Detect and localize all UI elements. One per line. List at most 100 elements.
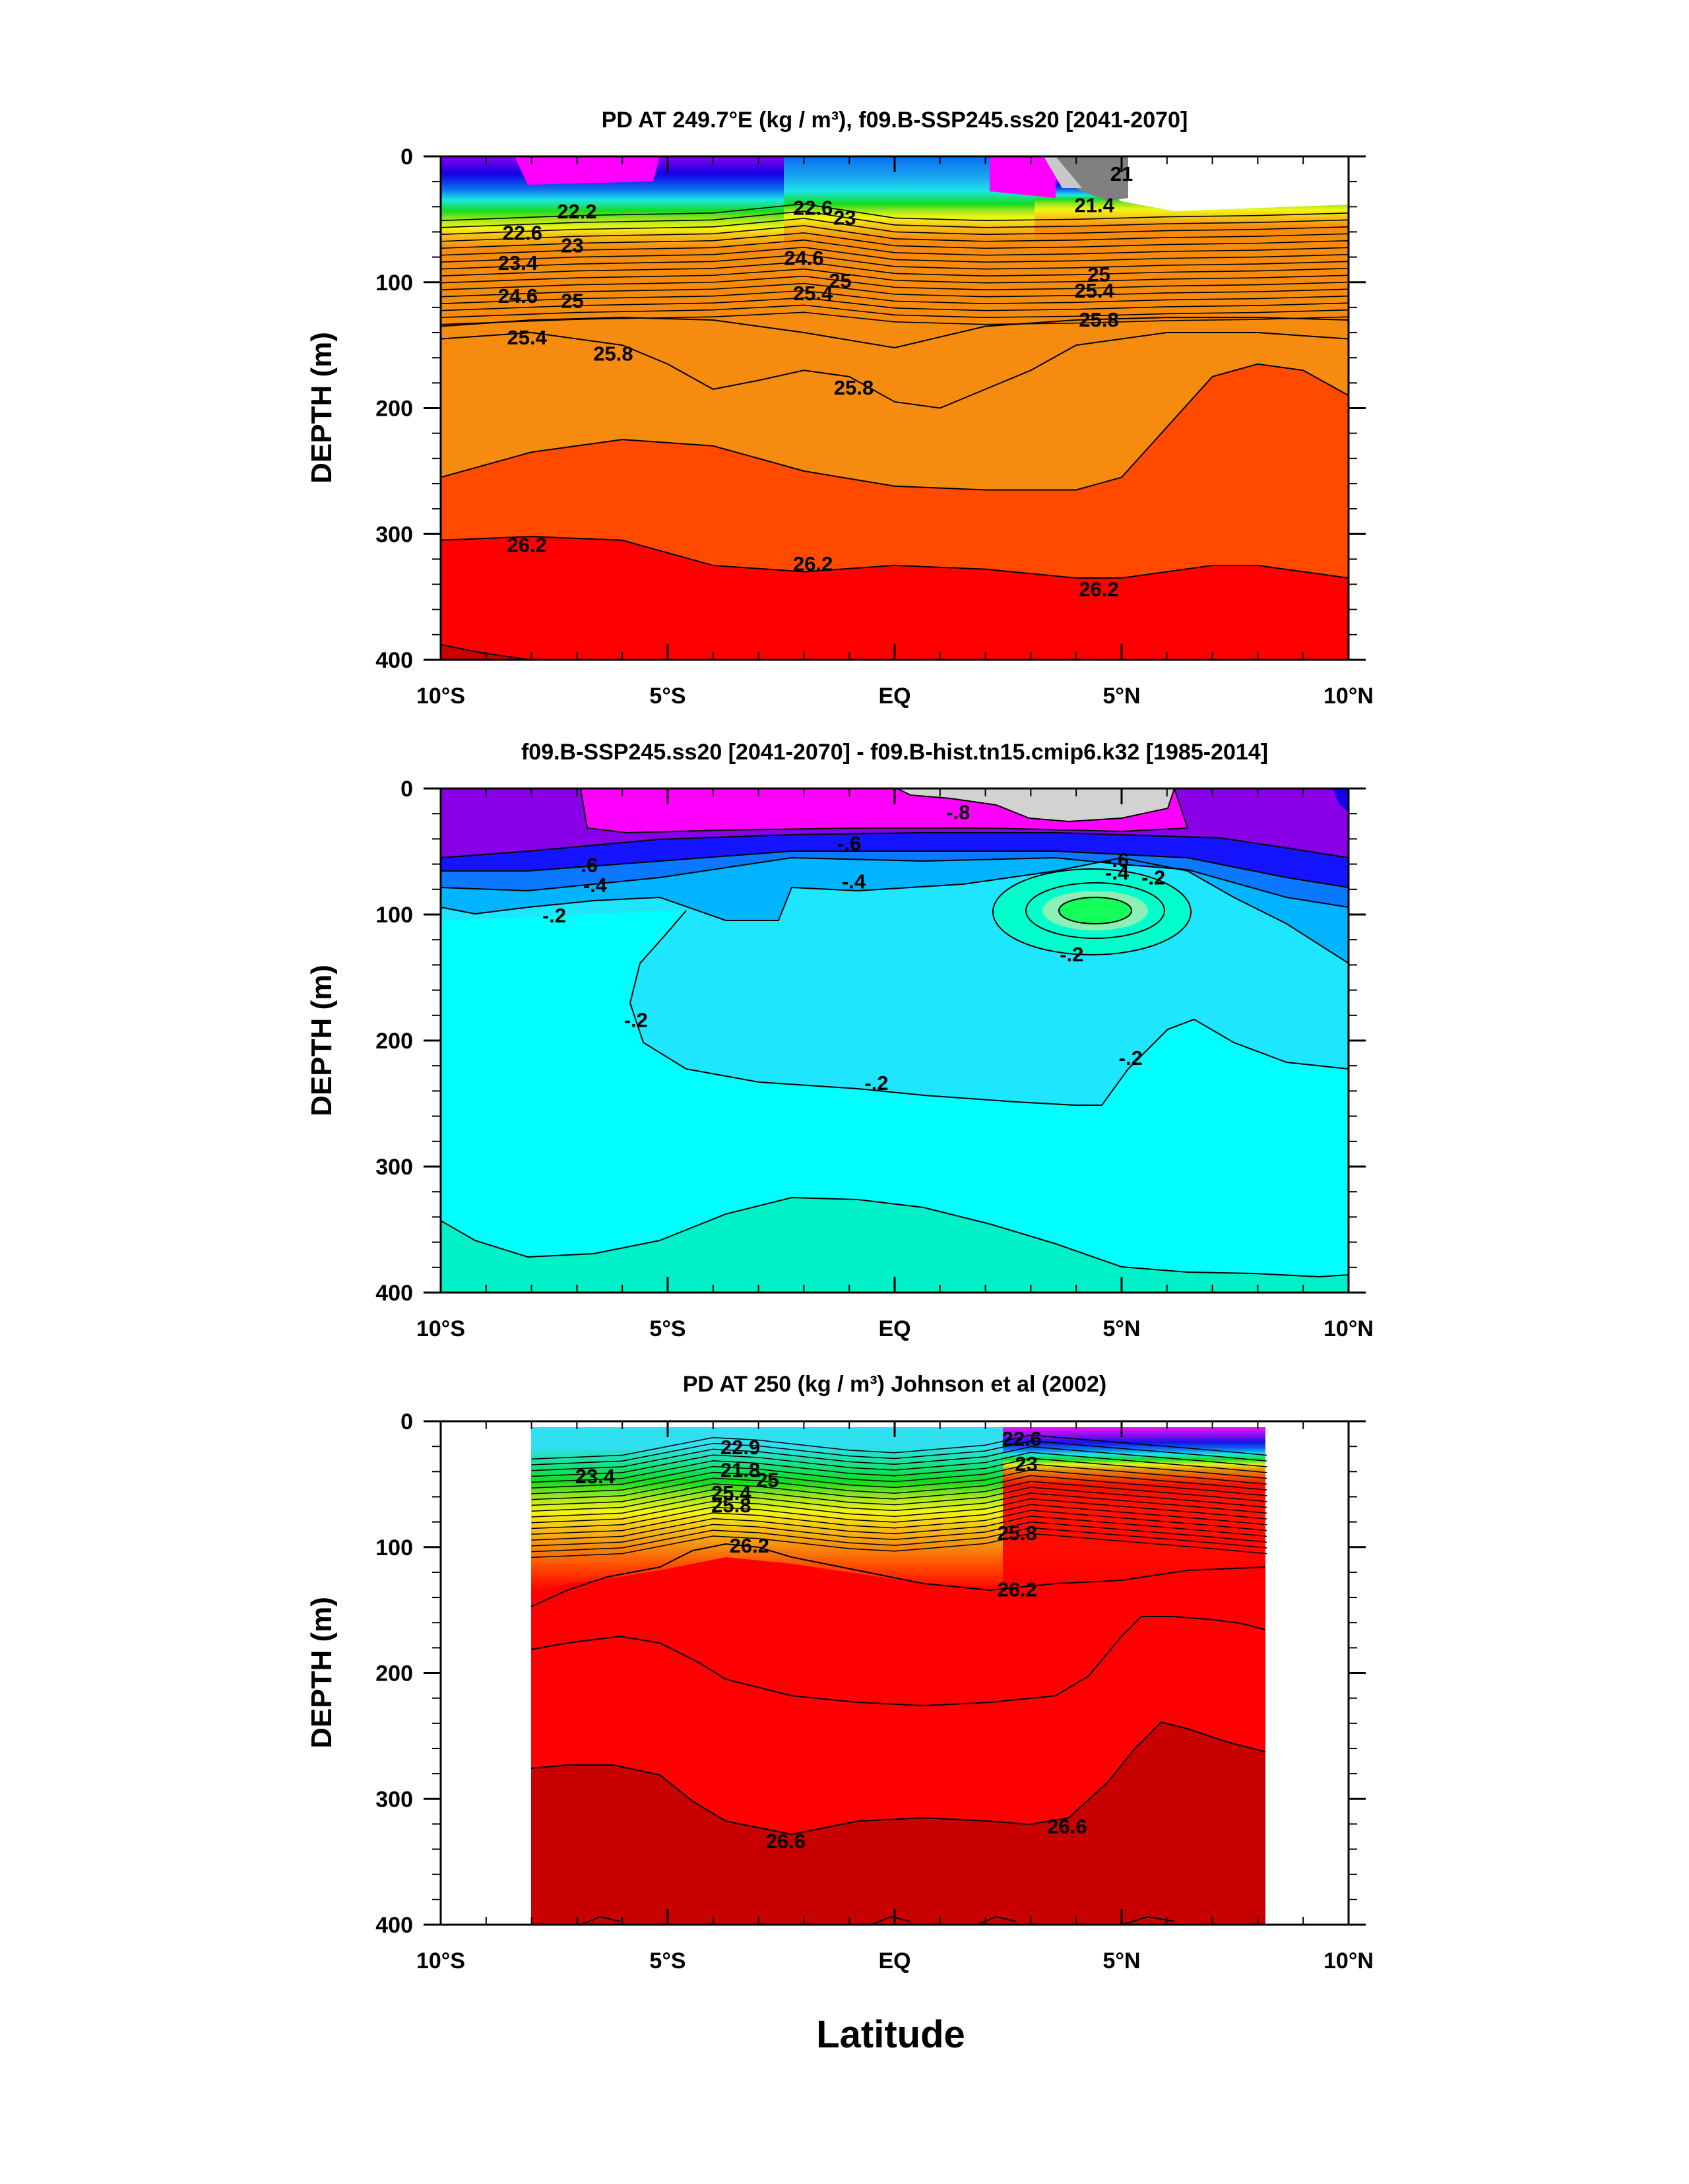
thermocline-isoline <box>441 261 1349 277</box>
panel-2-contour-gray <box>897 788 1175 823</box>
panel-2-ylabel: DEPTH (m) <box>305 965 338 1116</box>
panel-2-title: f09.B-SSP245.ss20 [2041-2070] - f09.B-hi… <box>521 740 1268 765</box>
panel-1-thermocline-lines <box>441 203 1349 325</box>
thermocline-isoline <box>531 1516 1267 1541</box>
x-tick-label: 5°S <box>649 684 685 709</box>
panel-1-magenta-left <box>515 156 660 185</box>
y-tick-label: 400 <box>375 648 413 673</box>
contour-label: -.2 <box>624 1009 648 1032</box>
contour-label: 23.4 <box>575 1465 616 1488</box>
thermocline-isoline <box>531 1527 1267 1553</box>
y-tick-label: 300 <box>375 1787 413 1812</box>
x-tick-label: 10°S <box>416 1948 465 1974</box>
thermocline-isoline <box>531 1475 1267 1500</box>
contour-label: -.2 <box>1060 943 1083 966</box>
contour-label: -.4 <box>842 870 866 893</box>
contour-label: 22.6 <box>1002 1427 1041 1450</box>
thermocline-isoline <box>441 253 1349 270</box>
thermocline-isoline <box>531 1463 1267 1489</box>
x-tick-label: 5°N <box>1102 684 1140 709</box>
panel-2: f09.B-SSP245.ss20 [2041-2070] - f09.B-hi… <box>305 740 1374 1341</box>
panel-2-contour-minus02 <box>629 910 1349 1106</box>
x-tick-label: 10°N <box>1323 1948 1374 1974</box>
contour-label: 24.6 <box>498 284 538 307</box>
contour-label: 24.6 <box>784 247 823 270</box>
thermocline-isoline <box>531 1533 1267 1558</box>
panel-3-contour-266 <box>530 1721 1266 1836</box>
contour-label: 25.4 <box>1075 279 1115 302</box>
thermocline-isoline <box>531 1498 1267 1524</box>
panel-3-thermocline-lines <box>531 1434 1267 1558</box>
contour-label: -.6 <box>1105 849 1129 872</box>
panel-2-blob-core <box>1059 897 1131 924</box>
thermocline-isoline <box>441 225 1349 242</box>
contour-label: 23 <box>833 207 856 230</box>
panel-2-contour-minus02-upper <box>441 856 1349 964</box>
contour-label: 26.6 <box>1047 1815 1087 1838</box>
contour-line <box>441 363 1349 491</box>
panel-2-blob-ring-outer <box>992 868 1192 955</box>
contour-label: -.6 <box>837 832 861 855</box>
x-tick-label: 5°N <box>1102 1316 1140 1341</box>
contour-label: 22.6 <box>793 196 833 219</box>
panel-1-mid-gradient <box>784 156 1035 374</box>
thermocline-isoline <box>531 1446 1267 1471</box>
contour-label: 25 <box>829 269 851 292</box>
panel-1-magenta-right <box>990 156 1056 198</box>
panel-3-title: PD AT 250 (kg / m³) Johnson et al (2002) <box>683 1372 1106 1397</box>
x-tick-label: EQ <box>878 1316 910 1341</box>
thermocline-isoline <box>441 311 1349 325</box>
thermocline-isoline <box>531 1521 1267 1547</box>
contour-label: 21.4 <box>1075 193 1115 216</box>
panel-2-axes: 10°S 5°S EQ 5°N 10°N 0 100 200 300 400 <box>375 777 1374 1341</box>
thermocline-isoline <box>441 290 1349 304</box>
y-tick-label: 400 <box>375 1913 413 1938</box>
y-tick-label: 300 <box>375 1155 413 1180</box>
panel-2-contour-minus04 <box>441 856 1349 908</box>
contour-label: 25.8 <box>1079 308 1118 331</box>
contour-label: 25 <box>1087 263 1110 286</box>
contour-label: 25.4 <box>793 282 833 305</box>
contour-label: 25 <box>756 1469 779 1492</box>
panel-2-blob-ring-mid <box>1025 882 1165 939</box>
panel-2-blue-sliver <box>1333 788 1349 812</box>
panel-2-gray-region <box>897 788 1174 821</box>
x-tick-label: 10°S <box>416 1316 465 1341</box>
contour-label: -.2 <box>542 904 566 927</box>
y-tick-label: 0 <box>400 1409 413 1434</box>
thermocline-isoline <box>531 1440 1267 1465</box>
panel-1-light-gray-edge <box>1044 156 1082 188</box>
panel-1-gray-tongue <box>1049 156 1128 201</box>
contour-label: 23 <box>561 234 583 257</box>
panel-3-contour-lines <box>530 1543 1266 1925</box>
y-tick-label: 0 <box>400 777 413 802</box>
contour-label: 25.8 <box>593 342 633 366</box>
panel-3-plot-area <box>441 1421 1349 1925</box>
x-tick-label: 5°S <box>649 1948 685 1974</box>
y-tick-label: 100 <box>375 903 413 928</box>
contour-label: 26.2 <box>998 1578 1037 1601</box>
y-tick-label: 400 <box>375 1281 413 1306</box>
panel-3-ylabel: DEPTH (m) <box>305 1597 338 1749</box>
panel-1-title: PD AT 249.7°E (kg / m³), f09.B-SSP245.ss… <box>602 108 1188 133</box>
contour-label: 25 <box>561 289 583 312</box>
panel-1-ylabel: DEPTH (m) <box>305 332 338 484</box>
panel-1-band-264 <box>441 645 532 660</box>
contour-label: 26.2 <box>730 1534 769 1557</box>
panel-2-blob-ring-inner <box>1058 897 1132 924</box>
y-tick-label: 100 <box>375 1535 413 1560</box>
contour-label: 25.4 <box>711 1481 751 1504</box>
y-tick-label: 300 <box>375 522 413 547</box>
contour-label: -.8 <box>946 800 970 823</box>
thermocline-isoline <box>441 297 1349 311</box>
contour-label: -.6 <box>574 854 598 877</box>
thermocline-isoline <box>531 1481 1267 1506</box>
panel-3-right-gradient <box>1003 1427 1265 1597</box>
panel-3-axes: 10°S 5°S EQ 5°N 10°N 0 100 200 300 400 <box>375 1409 1374 1974</box>
thermocline-isoline <box>531 1492 1267 1518</box>
contour-label: 25.8 <box>998 1522 1037 1545</box>
thermocline-isoline <box>531 1504 1267 1529</box>
contour-label: 25.8 <box>834 376 874 399</box>
